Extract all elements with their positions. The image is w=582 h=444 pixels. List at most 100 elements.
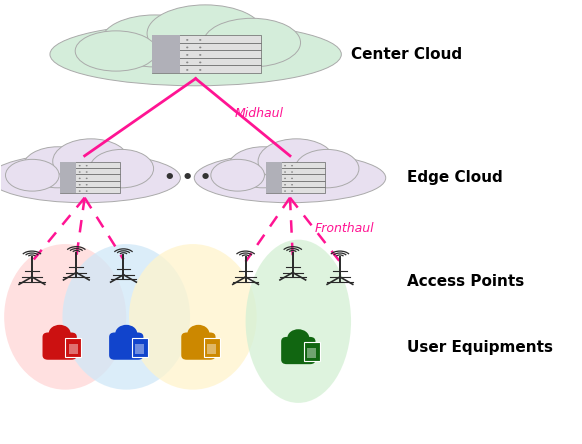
Circle shape	[186, 54, 189, 56]
Circle shape	[186, 39, 189, 41]
FancyBboxPatch shape	[61, 181, 76, 187]
FancyBboxPatch shape	[152, 65, 180, 73]
Circle shape	[199, 47, 201, 48]
FancyBboxPatch shape	[152, 58, 180, 65]
FancyBboxPatch shape	[61, 174, 120, 181]
Ellipse shape	[204, 18, 300, 67]
Circle shape	[199, 62, 201, 63]
FancyBboxPatch shape	[65, 338, 81, 357]
Text: Access Points: Access Points	[407, 274, 524, 289]
Ellipse shape	[258, 139, 335, 184]
FancyBboxPatch shape	[61, 168, 76, 174]
Circle shape	[199, 54, 201, 56]
Circle shape	[186, 69, 189, 71]
Circle shape	[187, 325, 210, 342]
Ellipse shape	[75, 31, 157, 71]
Circle shape	[79, 165, 81, 166]
Text: User Equipments: User Equipments	[407, 340, 552, 355]
Circle shape	[291, 165, 293, 166]
Circle shape	[186, 47, 189, 48]
Ellipse shape	[246, 240, 351, 403]
FancyBboxPatch shape	[152, 50, 180, 58]
Circle shape	[199, 39, 201, 41]
Text: Center Cloud: Center Cloud	[351, 47, 462, 62]
Circle shape	[79, 190, 81, 192]
Ellipse shape	[53, 139, 129, 184]
FancyBboxPatch shape	[181, 333, 215, 360]
FancyBboxPatch shape	[266, 181, 325, 187]
FancyBboxPatch shape	[266, 187, 325, 193]
Ellipse shape	[23, 147, 93, 188]
Circle shape	[86, 165, 88, 166]
FancyBboxPatch shape	[304, 342, 320, 361]
Circle shape	[284, 165, 286, 166]
FancyBboxPatch shape	[266, 168, 282, 174]
FancyBboxPatch shape	[266, 187, 282, 193]
FancyBboxPatch shape	[69, 344, 78, 354]
Circle shape	[284, 178, 286, 179]
Text: Midhaul: Midhaul	[235, 107, 283, 120]
Ellipse shape	[50, 23, 341, 86]
Circle shape	[288, 329, 309, 347]
FancyBboxPatch shape	[61, 162, 76, 168]
Circle shape	[79, 171, 81, 173]
FancyBboxPatch shape	[266, 162, 282, 168]
Ellipse shape	[5, 159, 59, 191]
FancyBboxPatch shape	[266, 174, 282, 181]
Circle shape	[291, 184, 293, 186]
Circle shape	[291, 190, 293, 192]
FancyBboxPatch shape	[307, 348, 317, 358]
Ellipse shape	[129, 244, 257, 390]
Ellipse shape	[194, 153, 386, 203]
Circle shape	[284, 171, 286, 173]
Circle shape	[199, 69, 201, 71]
FancyBboxPatch shape	[204, 338, 220, 357]
Text: • • •: • • •	[164, 169, 211, 187]
Circle shape	[79, 184, 81, 186]
FancyBboxPatch shape	[61, 187, 120, 193]
FancyBboxPatch shape	[61, 162, 120, 168]
FancyBboxPatch shape	[266, 168, 325, 174]
Ellipse shape	[228, 147, 299, 188]
Circle shape	[86, 178, 88, 179]
FancyBboxPatch shape	[61, 187, 76, 193]
FancyBboxPatch shape	[266, 162, 325, 168]
FancyBboxPatch shape	[61, 181, 120, 187]
FancyBboxPatch shape	[152, 43, 261, 50]
Ellipse shape	[211, 159, 264, 191]
Circle shape	[291, 178, 293, 179]
Circle shape	[291, 171, 293, 173]
Ellipse shape	[62, 244, 190, 390]
Circle shape	[186, 62, 189, 63]
FancyBboxPatch shape	[152, 43, 180, 50]
FancyBboxPatch shape	[109, 333, 143, 360]
Circle shape	[86, 184, 88, 186]
Circle shape	[284, 190, 286, 192]
FancyBboxPatch shape	[152, 58, 261, 65]
Circle shape	[284, 184, 286, 186]
FancyBboxPatch shape	[281, 337, 315, 364]
FancyBboxPatch shape	[61, 168, 120, 174]
FancyBboxPatch shape	[207, 344, 217, 354]
FancyBboxPatch shape	[152, 36, 180, 43]
FancyBboxPatch shape	[152, 50, 261, 58]
FancyBboxPatch shape	[61, 174, 76, 181]
Circle shape	[86, 171, 88, 173]
FancyBboxPatch shape	[266, 174, 325, 181]
FancyBboxPatch shape	[266, 181, 282, 187]
FancyBboxPatch shape	[132, 338, 148, 357]
FancyBboxPatch shape	[42, 333, 77, 360]
Ellipse shape	[90, 150, 154, 188]
Circle shape	[79, 178, 81, 179]
Ellipse shape	[101, 15, 208, 67]
Circle shape	[49, 325, 70, 342]
Circle shape	[86, 190, 88, 192]
FancyBboxPatch shape	[152, 65, 261, 73]
Ellipse shape	[295, 150, 359, 188]
Text: Fronthaul: Fronthaul	[315, 222, 375, 235]
Circle shape	[115, 325, 137, 342]
Ellipse shape	[4, 244, 126, 390]
Text: Edge Cloud: Edge Cloud	[407, 170, 502, 186]
Ellipse shape	[147, 5, 264, 62]
FancyBboxPatch shape	[135, 344, 144, 354]
